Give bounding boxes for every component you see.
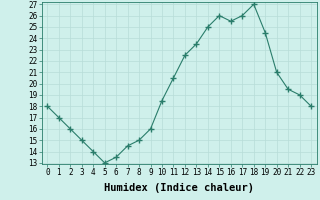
X-axis label: Humidex (Indice chaleur): Humidex (Indice chaleur) — [104, 183, 254, 193]
